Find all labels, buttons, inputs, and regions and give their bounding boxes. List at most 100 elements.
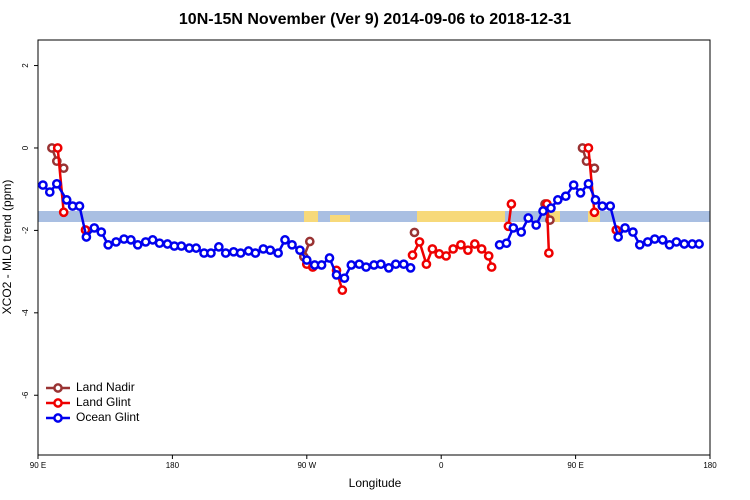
point [597, 201, 608, 211]
point [581, 156, 592, 167]
point [295, 245, 305, 256]
point [486, 262, 497, 272]
point [441, 251, 451, 261]
legend-label: Ocean Glint [76, 410, 140, 424]
legend-swatch [53, 383, 63, 393]
point [81, 232, 92, 242]
point [657, 235, 668, 245]
plot-frame [37, 39, 711, 456]
point [546, 203, 556, 213]
point [476, 244, 487, 254]
land-band [304, 211, 318, 222]
point [44, 187, 55, 197]
point [506, 199, 517, 209]
point [250, 248, 261, 258]
x-tick-label: 90 E [567, 461, 583, 470]
point [58, 207, 69, 218]
point [280, 235, 290, 245]
point [398, 259, 409, 270]
point [376, 259, 386, 270]
point [89, 223, 100, 233]
x-tick-label: 180 [703, 461, 717, 470]
point [620, 223, 630, 233]
point [132, 239, 143, 250]
point [409, 227, 420, 238]
point [316, 260, 327, 270]
point [265, 245, 276, 256]
point [694, 239, 704, 249]
chart-title: 10N-15N November (Ver 9) 2014-09-06 to 2… [179, 11, 571, 28]
point [583, 178, 594, 189]
point [346, 260, 357, 270]
x-tick-label: 90 E [30, 461, 46, 470]
point [589, 207, 600, 218]
point [390, 259, 401, 270]
point [51, 178, 62, 189]
point [337, 285, 348, 296]
point [414, 237, 425, 247]
point [613, 232, 624, 242]
point [96, 227, 107, 237]
x-tick-label: 0 [439, 461, 444, 470]
point [538, 206, 548, 216]
point [304, 236, 315, 247]
point [61, 195, 72, 205]
y-tick-label: -6 [21, 391, 30, 399]
ocean-band [38, 211, 710, 222]
point [220, 248, 231, 258]
point [103, 239, 114, 250]
point [649, 234, 660, 244]
point [531, 220, 542, 230]
surface-band [38, 211, 710, 222]
point [126, 235, 136, 245]
y-tick-label: -4 [21, 309, 30, 317]
legend-label: Land Glint [76, 395, 131, 409]
point [679, 239, 690, 249]
point [52, 143, 63, 153]
point [516, 227, 527, 237]
point [545, 215, 555, 225]
point [634, 239, 645, 250]
point [552, 195, 563, 205]
point [583, 143, 594, 153]
point [206, 248, 216, 258]
land-band [417, 211, 505, 222]
legend-label: Land Nadir [76, 380, 135, 394]
point [361, 262, 371, 272]
x-axis-label: Longitude [349, 476, 402, 490]
point [605, 201, 616, 211]
y-axis-label: XCO2 - MLO trend (ppm) [0, 180, 14, 315]
point [463, 245, 473, 256]
y-tick-label: 0 [21, 145, 30, 150]
point [407, 250, 418, 260]
point [74, 201, 85, 211]
point [448, 244, 458, 254]
point [383, 263, 394, 273]
y-tick-label: -2 [21, 226, 30, 234]
point [456, 239, 466, 250]
x-tick-label: 180 [166, 461, 180, 470]
point [58, 163, 69, 174]
point [38, 180, 48, 190]
point [469, 239, 480, 249]
point [331, 270, 342, 280]
point [154, 238, 165, 249]
point [575, 188, 586, 198]
point [523, 213, 534, 223]
point [508, 223, 519, 233]
point [501, 238, 512, 249]
land-band [548, 211, 560, 222]
point [483, 251, 494, 261]
point [287, 239, 297, 250]
point [589, 163, 600, 174]
point [590, 195, 601, 205]
point [235, 248, 246, 258]
point [427, 244, 438, 254]
point [324, 253, 335, 263]
point [191, 243, 201, 253]
point [273, 248, 283, 258]
point [111, 237, 121, 247]
y-tick-label: 2 [21, 63, 30, 68]
point [339, 273, 350, 284]
